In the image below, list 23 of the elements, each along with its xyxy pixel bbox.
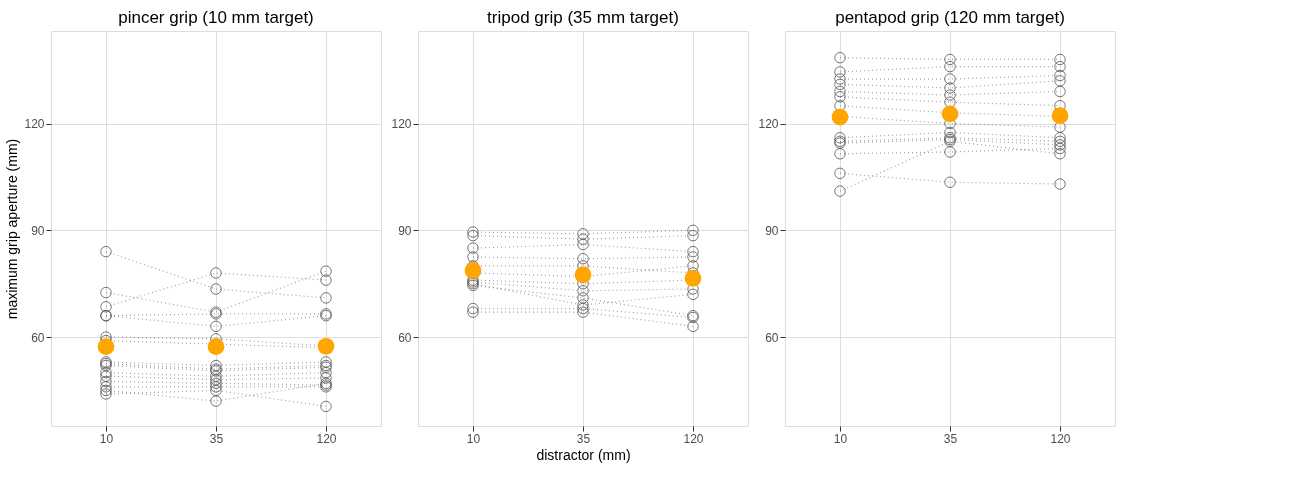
y-axis-title: maximum grip aperture (mm) <box>4 138 21 320</box>
y-tick-label: 60 <box>31 330 45 345</box>
x-tick-label: 35 <box>209 431 224 446</box>
y-tick-label: 60 <box>765 330 779 345</box>
y-tick-label: 90 <box>398 223 412 238</box>
x-tick-label: 10 <box>833 431 848 446</box>
x-tick-label: 10 <box>99 431 114 446</box>
x-tick-label: 120 <box>1050 431 1071 446</box>
chart-title: pincer grip (10 mm target) <box>118 8 314 27</box>
x-tick-label: 35 <box>943 431 958 446</box>
y-tick-label: 120 <box>24 117 45 132</box>
chart-title: tripod grip (35 mm target) <box>487 8 679 27</box>
x-tick-label: 10 <box>466 431 481 446</box>
chart-title: pentapod grip (120 mm target) <box>835 8 1065 27</box>
x-tick-label: 120 <box>683 431 704 446</box>
y-tick-label: 90 <box>765 223 779 238</box>
y-tick-label: 120 <box>758 117 779 132</box>
y-tick-label: 120 <box>391 117 412 132</box>
x-tick-label: 35 <box>576 431 591 446</box>
y-tick-label: 60 <box>398 330 412 345</box>
y-tick-label: 90 <box>31 223 45 238</box>
x-tick-label: 120 <box>316 431 337 446</box>
x-axis-title: distractor (mm) <box>536 446 631 463</box>
